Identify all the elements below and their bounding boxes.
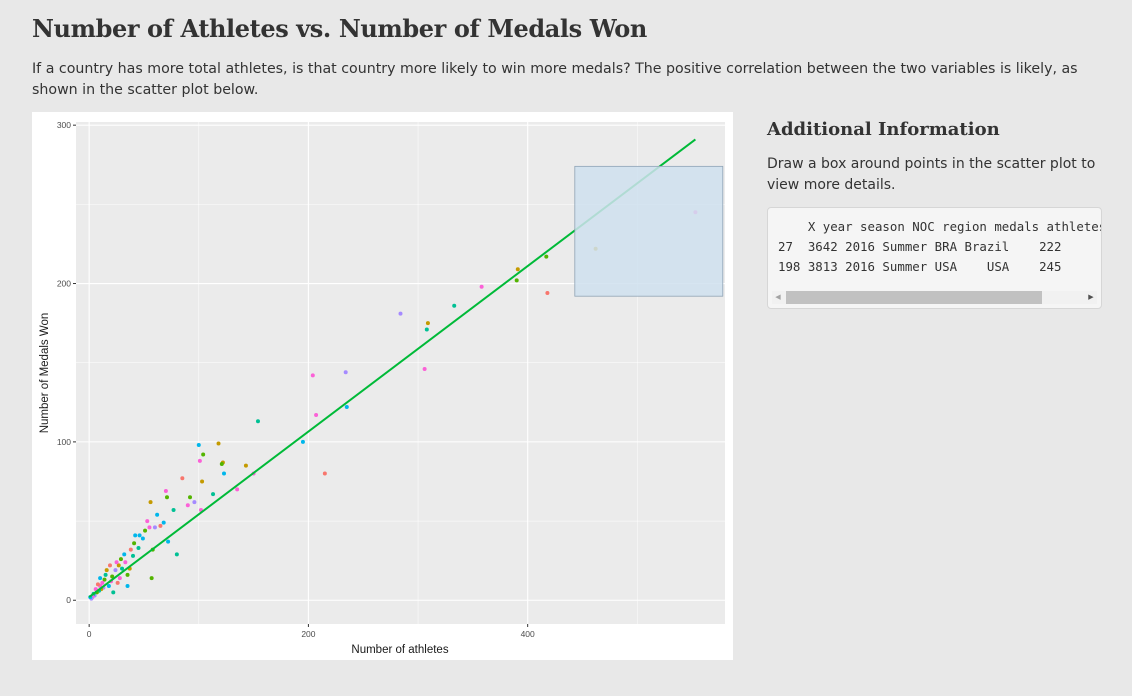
data-point [152, 525, 157, 530]
y-tick-label: 200 [57, 279, 71, 289]
scrollbar-thumb[interactable] [786, 291, 1042, 304]
y-axis-label: Number of Medals Won [39, 313, 51, 434]
data-point [425, 321, 430, 326]
data-point [216, 441, 221, 446]
data-point [137, 533, 142, 538]
data-point [479, 284, 484, 289]
data-point [114, 560, 119, 565]
x-tick-label: 0 [87, 629, 92, 639]
data-point [221, 471, 226, 476]
x-tick-label: 400 [521, 629, 535, 639]
data-point [235, 487, 240, 492]
scroll-left-arrow-icon[interactable]: ◀ [775, 293, 781, 301]
page-description: If a country has more total athletes, is… [32, 61, 1078, 98]
data-point [133, 533, 138, 538]
data-point [120, 566, 125, 571]
x-axis-label: Number of athletes [351, 644, 448, 656]
data-point [196, 443, 201, 448]
data-point [100, 580, 105, 585]
data-point [300, 439, 305, 444]
data-point [111, 590, 116, 595]
data-point [132, 541, 137, 546]
data-point [128, 547, 133, 552]
brush-selection[interactable] [574, 165, 724, 297]
data-point [136, 545, 141, 550]
data-point [343, 370, 348, 375]
data-point [422, 367, 427, 372]
table-header: X year season NOC region medals athletes [778, 219, 1102, 234]
y-tick-label: 100 [57, 437, 71, 447]
y-tick-label: 0 [66, 595, 71, 605]
data-point [545, 291, 550, 296]
y-tick-label: 300 [57, 120, 71, 130]
data-point [98, 576, 103, 581]
horizontal-scrollbar[interactable]: ◀ ▶ [772, 291, 1097, 304]
data-point [104, 568, 109, 573]
data-point [103, 572, 108, 577]
data-point [314, 412, 319, 417]
scatter-plot-svg[interactable]: 0 200 400 0 100 200 300 Number of athletes Num… [32, 112, 733, 660]
table-row: 27 3642 2016 Summer BRA Brazil 222 [778, 239, 1062, 254]
data-point [116, 563, 121, 568]
data-point [143, 528, 148, 533]
data-point [161, 520, 166, 525]
data-point [110, 574, 115, 579]
data-point [95, 582, 100, 587]
data-point [148, 500, 153, 505]
selected-points-output[interactable]: X year season NOC region medals athletes… [767, 207, 1102, 309]
data-point [149, 576, 154, 581]
data-point [147, 525, 152, 530]
page-title: Number of Athletes vs. Number of Medals … [32, 14, 647, 43]
data-point [197, 458, 202, 463]
data-point [123, 560, 128, 565]
data-point [171, 507, 176, 512]
data-point [145, 519, 150, 524]
data-point [118, 557, 123, 562]
data-point [200, 479, 205, 484]
data-point [192, 500, 197, 505]
data-point [310, 373, 315, 378]
data-point [185, 503, 190, 508]
data-point [131, 553, 136, 558]
data-point [125, 583, 130, 588]
data-point [219, 462, 224, 467]
data-point [122, 552, 127, 557]
data-point [452, 303, 457, 308]
data-point [398, 311, 403, 316]
data-point [255, 419, 260, 424]
data-point [544, 254, 549, 259]
data-point [117, 576, 122, 581]
data-point [140, 536, 145, 541]
additional-info-title: Additional Information [767, 119, 1000, 140]
axis-ticks: 0 200 400 0 100 200 300 [57, 120, 535, 639]
additional-info-description: Draw a box around points in the scatter … [767, 156, 1096, 193]
data-point [201, 452, 206, 457]
selected-points-table: X year season NOC region medals athletes… [768, 208, 1101, 277]
scroll-right-arrow-icon[interactable]: ▶ [1088, 293, 1094, 301]
data-point [243, 463, 248, 468]
data-point [344, 405, 349, 410]
data-point [174, 552, 179, 557]
data-point [106, 583, 111, 588]
data-point [164, 495, 169, 500]
data-point [102, 577, 107, 582]
data-point [155, 512, 160, 517]
x-tick-label: 200 [301, 629, 315, 639]
data-point [322, 471, 327, 476]
scatter-plot[interactable]: 0 200 400 0 100 200 300 Number of athletes Num… [32, 112, 733, 660]
data-point [115, 580, 120, 585]
data-point [166, 539, 171, 544]
data-point [188, 495, 193, 500]
data-point [113, 568, 118, 573]
data-point [514, 278, 519, 283]
data-point [125, 572, 130, 577]
data-point [211, 492, 216, 497]
data-point [424, 327, 429, 332]
data-point [163, 488, 168, 493]
data-point [180, 476, 185, 481]
data-point [515, 267, 520, 272]
table-row: 198 3813 2016 Summer USA USA 245 [778, 259, 1062, 274]
data-point [158, 523, 163, 528]
data-point [107, 563, 112, 568]
